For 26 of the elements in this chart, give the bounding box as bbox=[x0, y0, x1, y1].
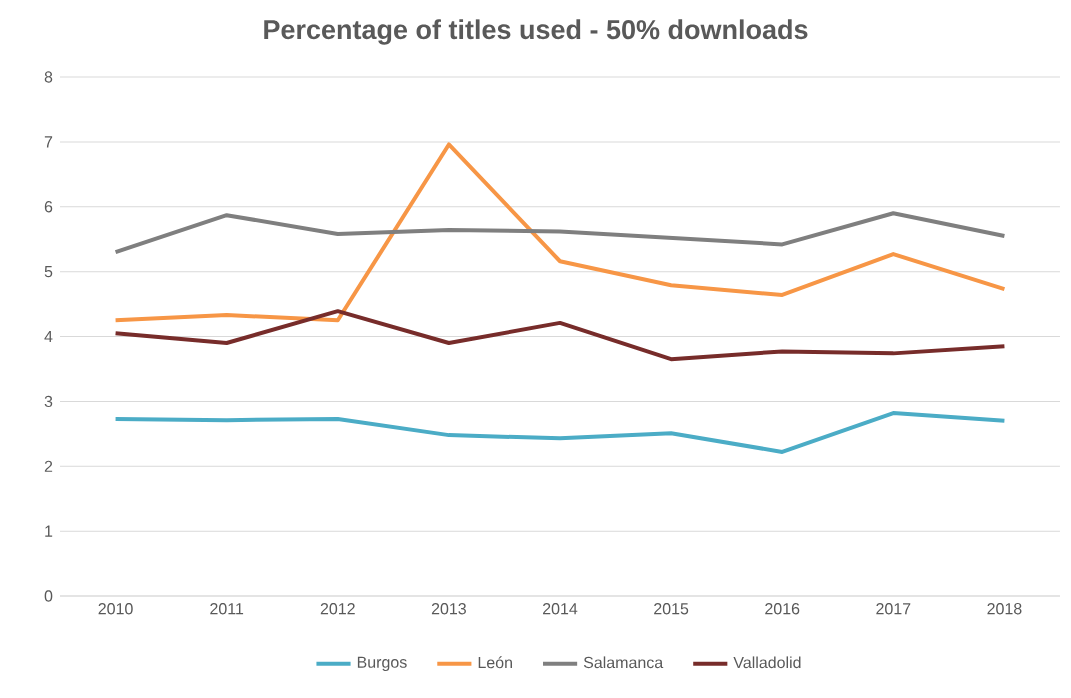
y-tick-label: 5 bbox=[44, 266, 53, 278]
y-tick-label: 2 bbox=[44, 460, 53, 472]
x-tick-label: 2012 bbox=[320, 603, 355, 615]
x-tick-label: 2017 bbox=[876, 603, 911, 615]
x-tick-label: 2015 bbox=[654, 603, 689, 615]
x-tick-label: 2010 bbox=[98, 603, 133, 615]
legend-label: Salamanca bbox=[583, 656, 664, 669]
legend-label: Burgos bbox=[357, 656, 407, 672]
legend-label: León bbox=[478, 656, 512, 669]
x-tick-label: 2018 bbox=[987, 603, 1022, 615]
y-tick-label: 0 bbox=[44, 590, 53, 602]
y-tick-label: 4 bbox=[44, 331, 53, 343]
x-tick-label: 2011 bbox=[210, 603, 244, 615]
y-tick-label: 3 bbox=[44, 395, 53, 408]
chart-title: Percentage of titles used - 50% downloads bbox=[264, 19, 808, 45]
line-series bbox=[113, 411, 1007, 454]
line-series bbox=[113, 309, 1007, 362]
legend-label: Valladolid bbox=[733, 656, 801, 669]
y-tick-label: 8 bbox=[44, 71, 53, 83]
line-series bbox=[113, 142, 1007, 323]
x-tick-label: 2016 bbox=[765, 603, 800, 615]
x-tick-label: 2014 bbox=[543, 603, 578, 615]
y-tick-label: 7 bbox=[44, 136, 53, 148]
y-tick-label: 6 bbox=[44, 201, 53, 213]
y-tick-label: 1 bbox=[45, 525, 53, 537]
x-tick-label: 2013 bbox=[431, 603, 466, 615]
